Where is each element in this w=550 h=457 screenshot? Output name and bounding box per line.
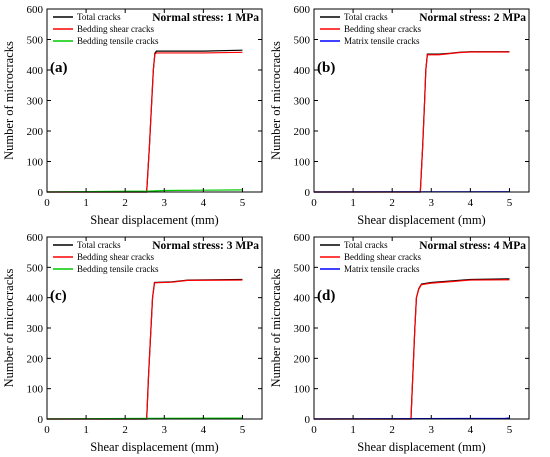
x-tick-label: 0	[311, 197, 317, 209]
chart-panel: 0 1 2 3 4 5 0 100 200 300 400 500 600 Shear displacem…	[2, 232, 263, 454]
x-tick-label: 5	[240, 424, 246, 436]
x-tick-label: 5	[507, 197, 513, 209]
panel-title: Normal stress: 1 MPa	[152, 12, 259, 24]
y-tick-label: 100	[294, 157, 311, 169]
x-tick-label: 1	[83, 197, 89, 209]
x-tick-label: 1	[350, 197, 356, 209]
y-tick-label: 400	[294, 65, 311, 77]
panel-title: Normal stress: 4 MPa	[419, 240, 526, 252]
x-tick-label: 5	[240, 197, 246, 209]
chart-panel: 0 1 2 3 4 5 0 100 200 300 400 500 600 Shear displacem…	[269, 4, 530, 227]
y-tick-label: 500	[294, 262, 311, 274]
x-axis-label: Shear displacement (mm)	[90, 440, 218, 454]
series-line	[314, 279, 510, 420]
x-tick-label: 3	[162, 424, 168, 436]
legend-entry: Bedding tensile cracks	[77, 264, 159, 274]
x-axis-label: Shear displacement (mm)	[357, 440, 485, 454]
y-tick-label: 100	[294, 384, 311, 396]
x-tick-label: 4	[468, 197, 474, 209]
y-tick-label: 200	[294, 353, 311, 365]
x-tick-label: 2	[389, 197, 395, 209]
y-tick-label: 400	[294, 293, 311, 305]
legend-entry: Bedding shear cracks	[344, 24, 421, 34]
y-axis-label: Number of microcracks	[269, 41, 283, 160]
y-tick-label: 600	[294, 232, 311, 244]
y-tick-label: 300	[27, 96, 44, 108]
y-tick-label: 0	[305, 414, 311, 426]
x-tick-label: 3	[429, 197, 435, 209]
y-tick-label: 400	[27, 293, 44, 305]
legend-entry: Bedding shear cracks	[77, 252, 154, 262]
y-axis-label: Number of microcracks	[2, 41, 16, 160]
series-line	[47, 278, 243, 420]
x-tick-label: 0	[44, 424, 50, 436]
y-tick-label: 300	[27, 323, 44, 335]
panel-label: (a)	[50, 60, 68, 76]
y-tick-label: 600	[294, 4, 311, 16]
panel-label: (c)	[50, 288, 67, 304]
x-tick-label: 5	[507, 424, 513, 436]
y-tick-label: 500	[294, 35, 311, 47]
y-tick-label: 0	[305, 187, 311, 199]
y-tick-label: 500	[27, 35, 44, 47]
panel-title: Normal stress: 3 MPa	[152, 240, 259, 252]
y-axis-label: Number of microcracks	[2, 269, 16, 388]
chart-panel: 0 1 2 3 4 5 0 100 200 300 400 500 600 Shear displacem…	[269, 232, 530, 454]
y-tick-label: 400	[27, 65, 44, 77]
x-tick-label: 2	[122, 197, 128, 209]
y-tick-label: 300	[294, 323, 311, 335]
x-tick-label: 1	[350, 424, 356, 436]
legend-entry: Matrix tensile cracks	[344, 264, 420, 274]
legend-entry: Total cracks	[77, 12, 121, 22]
legend-entry: Total cracks	[344, 12, 388, 22]
y-tick-label: 200	[27, 353, 44, 365]
panel-label: (d)	[317, 288, 335, 304]
legend-entry: Bedding shear cracks	[344, 252, 421, 262]
legend-entry: Matrix tensile cracks	[344, 36, 420, 46]
y-axis-label: Number of microcracks	[269, 269, 283, 388]
y-tick-label: 100	[27, 384, 44, 396]
series-line	[47, 51, 243, 193]
x-axis-label: Shear displacement (mm)	[357, 213, 485, 227]
legend-entry: Total cracks	[77, 240, 121, 250]
x-tick-label: 2	[122, 424, 128, 436]
x-tick-label: 3	[162, 197, 168, 209]
y-tick-label: 200	[294, 126, 311, 138]
x-tick-label: 1	[83, 424, 89, 436]
chart-panel: 0 1 2 3 4 5 0 100 200 300 400 500 600 Shear displacem…	[2, 4, 263, 227]
x-tick-label: 0	[44, 197, 50, 209]
y-tick-label: 500	[27, 262, 44, 274]
series-line	[47, 279, 243, 420]
series-line	[47, 49, 243, 193]
y-tick-label: 600	[27, 4, 44, 16]
x-tick-label: 4	[468, 424, 474, 436]
x-axis-label: Shear displacement (mm)	[90, 213, 218, 227]
legend-entry: Total cracks	[344, 240, 388, 250]
x-tick-label: 4	[201, 424, 207, 436]
legend-entry: Bedding shear cracks	[77, 24, 154, 34]
y-tick-label: 100	[27, 157, 44, 169]
panel-title: Normal stress: 2 MPa	[419, 12, 526, 24]
x-tick-label: 3	[429, 424, 435, 436]
x-tick-label: 4	[201, 197, 207, 209]
panel-label: (b)	[317, 60, 335, 76]
legend-entry: Bedding tensile cracks	[77, 36, 159, 46]
y-tick-label: 0	[38, 187, 44, 199]
y-tick-label: 0	[38, 414, 44, 426]
y-tick-label: 200	[27, 126, 44, 138]
series-line	[314, 51, 510, 193]
y-tick-label: 600	[27, 232, 44, 244]
y-tick-label: 300	[294, 96, 311, 108]
series-line	[314, 51, 510, 193]
x-tick-label: 2	[389, 424, 395, 436]
x-tick-label: 0	[311, 424, 317, 436]
